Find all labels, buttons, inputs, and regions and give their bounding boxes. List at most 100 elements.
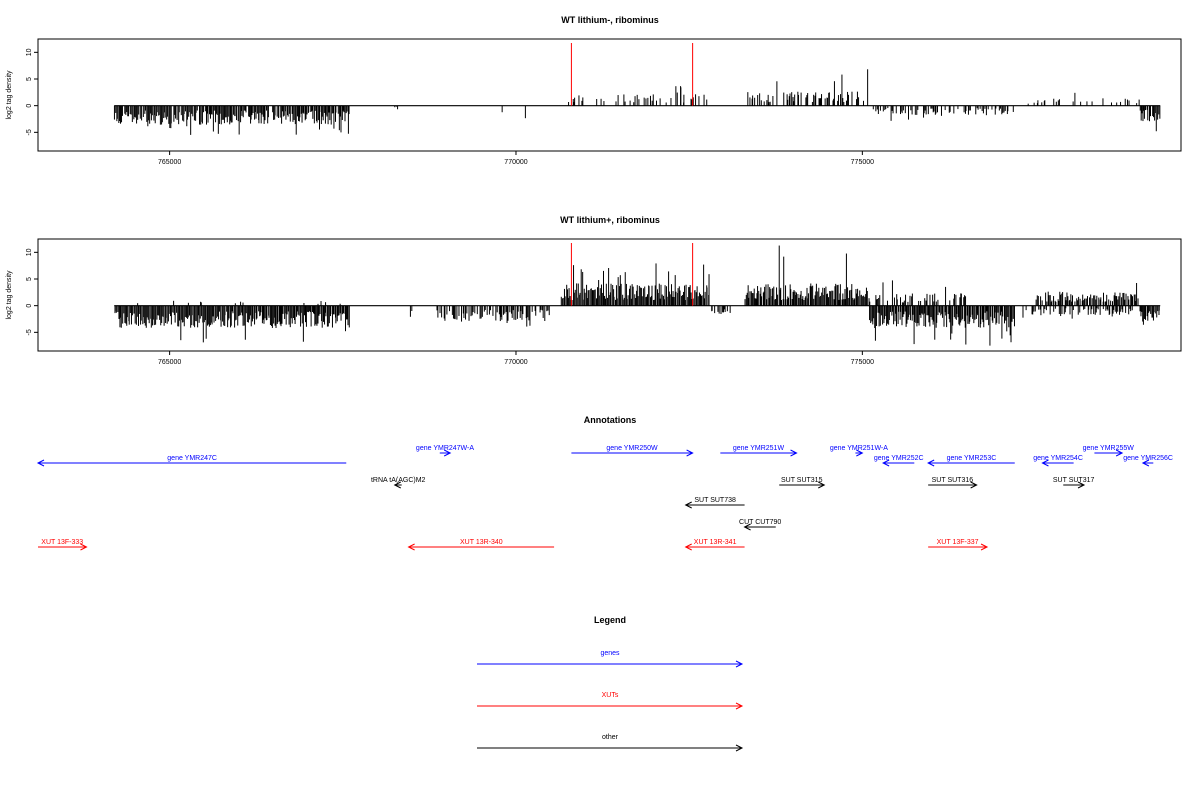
annotation-arrowhead <box>686 449 694 457</box>
annotation-arrowhead <box>1041 459 1049 467</box>
legend-label: genes <box>600 650 620 657</box>
annotation-feature: SUT SUT738 <box>684 497 745 509</box>
annotation-arrowhead <box>80 543 88 551</box>
marker-lines <box>570 243 694 306</box>
annotation-arrowhead <box>790 449 798 457</box>
signal-panel-lithium-minus: WT lithium-, ribominus log2 tag density … <box>6 15 1182 166</box>
x-axis: 765000 770000 775000 <box>158 151 874 166</box>
annotation-arrowhead <box>443 449 452 457</box>
annotation-arrowhead <box>407 543 415 551</box>
annotation-label: XUT 13F-333 <box>41 539 83 546</box>
x-tick-label: 775000 <box>851 359 874 366</box>
annotation-features: gene YMR247C gene YMR247W-A tRNA tA(AGC)M2… <box>36 445 1173 551</box>
legend-entry: XUTs <box>477 692 744 710</box>
annotation-arrowhead <box>393 481 401 489</box>
plot-frame <box>37 38 1182 152</box>
legend-entries: genes XUTs other <box>477 650 744 752</box>
annotation-label: SUT SUT317 <box>1053 477 1095 484</box>
y-axis: 10 5 0 -5 <box>26 248 38 335</box>
annotation-arrowhead <box>980 543 989 551</box>
annotation-feature: gene YMR254C <box>1033 455 1083 467</box>
annotation-feature: tRNA tA(AGC)M2 <box>371 477 426 489</box>
annotation-feature: gene YMR251W-A <box>830 445 888 457</box>
annotation-label: gene YMR256C <box>1123 455 1173 462</box>
annotation-arrowhead <box>1115 449 1124 457</box>
y-tick-label: 5 <box>26 277 33 281</box>
legend-title: Legend <box>594 615 626 625</box>
annotations-title: Annotations <box>584 415 637 425</box>
annotation-arrowhead <box>1141 459 1150 467</box>
legend-arrowhead <box>735 744 744 752</box>
annotation-label: SUT SUT315 <box>781 477 823 484</box>
annotation-feature: gene YMR256C <box>1123 455 1173 467</box>
annotation-feature: gene YMR251W <box>720 445 798 457</box>
y-tick-label: 10 <box>26 48 33 56</box>
legend-entry: other <box>477 734 744 752</box>
annotation-feature: XUT 13F-337 <box>928 539 989 551</box>
y-axis-label: log2 tag density <box>6 270 13 320</box>
legend-arrowhead <box>735 660 744 668</box>
signal-bars <box>114 245 1161 346</box>
annotation-feature: SUT SUT317 <box>1053 477 1095 489</box>
annotation-feature: gene YMR255W <box>1083 445 1135 457</box>
annotation-label: gene YMR254C <box>1033 455 1083 462</box>
annotation-arrowhead <box>36 459 45 467</box>
annotation-feature: gene YMR247W-A <box>416 445 474 457</box>
x-tick-label: 765000 <box>158 359 181 366</box>
annotation-label: gene YMR253C <box>947 455 997 462</box>
annotation-label: gene YMR247W-A <box>416 445 474 452</box>
x-tick-label: 770000 <box>504 359 527 366</box>
annotation-label: gene YMR255W <box>1083 445 1135 452</box>
annotation-label: gene YMR247C <box>167 455 217 462</box>
y-tick-label: -5 <box>26 329 33 335</box>
annotation-feature: gene YMR253C <box>927 455 1015 467</box>
annotation-label: XUT 13R-341 <box>694 539 737 546</box>
signal-panel-lithium-plus: WT lithium+, ribominus log2 tag density … <box>6 215 1182 366</box>
legend-label: other <box>602 734 619 741</box>
annotation-label: CUT CUT790 <box>739 519 781 526</box>
y-tick-label: 0 <box>26 304 33 308</box>
annotation-arrowhead <box>927 459 935 467</box>
annotation-feature: SUT SUT316 <box>928 477 978 489</box>
annotation-label: tRNA tA(AGC)M2 <box>371 477 426 484</box>
annotation-feature: gene YMR247C <box>36 455 347 467</box>
x-axis: 765000 770000 775000 <box>158 351 874 366</box>
legend-arrowhead <box>735 702 744 710</box>
annotation-arrowhead <box>684 501 692 509</box>
annotation-arrowhead <box>1077 481 1086 489</box>
x-tick-label: 775000 <box>851 159 874 166</box>
y-tick-label: 5 <box>26 77 33 81</box>
annotation-label: gene YMR252C <box>874 455 924 462</box>
annotation-label: SUT SUT316 <box>932 477 974 484</box>
y-tick-label: 10 <box>26 248 33 256</box>
annotation-arrowhead <box>856 449 864 457</box>
legend: Legend genes XUTs other <box>477 615 744 752</box>
x-tick-label: 765000 <box>158 159 181 166</box>
annotation-feature: XUT 13R-341 <box>684 539 745 551</box>
annotation-label: gene YMR250W <box>606 445 658 452</box>
annotation-arrowhead <box>970 481 978 489</box>
annotation-feature: CUT CUT790 <box>739 519 781 531</box>
annotation-feature: gene YMR250W <box>571 445 694 457</box>
y-tick-label: 0 <box>26 104 33 108</box>
panel-title: WT lithium-, ribominus <box>561 15 659 25</box>
annotation-feature: XUT 13R-340 <box>407 539 555 551</box>
annotation-arrowhead <box>684 543 692 551</box>
annotation-label: XUT 13F-337 <box>937 539 979 546</box>
y-axis: 10 5 0 -5 <box>26 48 38 135</box>
annotation-feature: SUT SUT315 <box>779 477 826 489</box>
annotation-feature: gene YMR252C <box>874 455 924 467</box>
annotations-track: Annotations gene YMR247C gene YMR247W-A tR… <box>36 415 1173 551</box>
annotation-label: XUT 13R-340 <box>460 539 503 546</box>
annotation-arrowhead <box>818 481 826 489</box>
x-tick-label: 770000 <box>504 159 527 166</box>
legend-label: XUTs <box>602 692 619 699</box>
plot-frame <box>37 238 1182 352</box>
y-tick-label: -5 <box>26 129 33 135</box>
annotation-label: gene YMR251W-A <box>830 445 888 452</box>
annotation-arrowhead <box>743 523 751 531</box>
signal-bars <box>113 69 1161 135</box>
annotation-arrowhead <box>882 459 890 467</box>
annotation-label: SUT SUT738 <box>694 497 736 504</box>
